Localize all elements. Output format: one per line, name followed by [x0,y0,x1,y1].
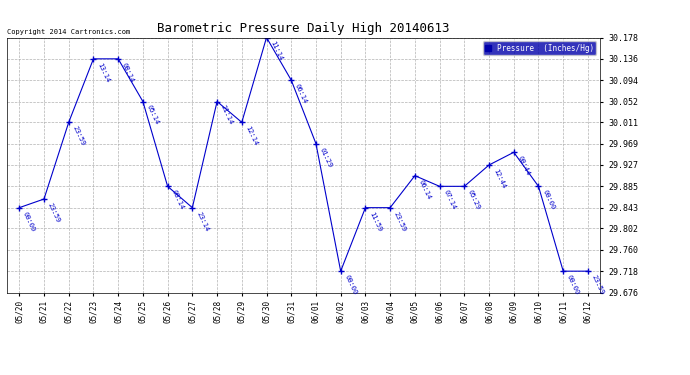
Text: 23:59: 23:59 [47,202,61,223]
Text: 11:59: 11:59 [368,210,383,232]
Text: 13:14: 13:14 [96,62,110,83]
Text: 23:14: 23:14 [195,210,210,232]
Text: 00:00: 00:00 [22,210,37,232]
Text: 08:14: 08:14 [121,62,135,83]
Text: 21:14: 21:14 [220,104,235,126]
Text: 06:14: 06:14 [417,178,432,200]
Text: 12:44: 12:44 [492,168,506,190]
Text: 23:59: 23:59 [591,274,605,296]
Text: 00:44: 00:44 [517,155,531,177]
Text: 00:00: 00:00 [344,274,358,296]
Legend: Pressure  (Inches/Hg): Pressure (Inches/Hg) [482,41,596,55]
Title: Barometric Pressure Daily High 20140613: Barometric Pressure Daily High 20140613 [157,22,450,35]
Text: 23:59: 23:59 [393,210,407,232]
Text: 07:14: 07:14 [442,189,457,211]
Text: 01:29: 01:29 [319,147,333,168]
Text: 05:29: 05:29 [467,189,482,211]
Text: 11:14: 11:14 [269,40,284,62]
Text: 05:14: 05:14 [146,104,160,126]
Text: Copyright 2014 Cartronics.com: Copyright 2014 Cartronics.com [7,29,130,35]
Text: 00:14: 00:14 [170,189,185,211]
Text: 23:59: 23:59 [72,125,86,147]
Text: 06:14: 06:14 [294,83,308,105]
Text: 00:00: 00:00 [566,274,580,296]
Text: 00:00: 00:00 [541,189,555,211]
Text: 12:14: 12:14 [244,125,259,147]
